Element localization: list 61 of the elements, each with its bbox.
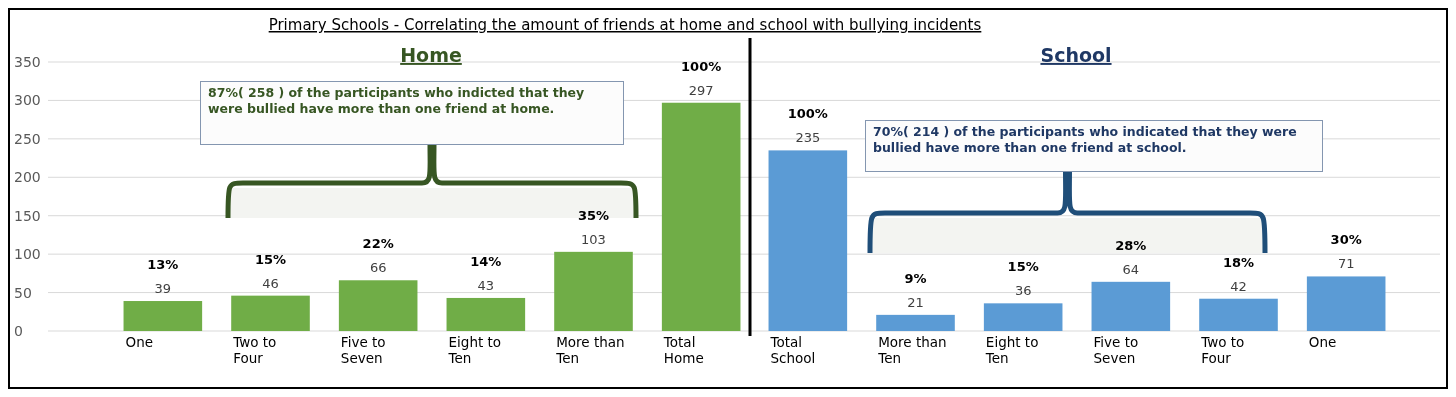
bar bbox=[661, 102, 741, 331]
annotation: 18% bbox=[1222, 254, 1255, 270]
data-label: 103 bbox=[581, 231, 606, 247]
annotation: 100% bbox=[681, 58, 722, 74]
annotation: 35% bbox=[577, 207, 610, 223]
callout-box: 87%( 258 ) of the participants who indicted that they were bullied have more than one friend at home. bbox=[200, 81, 624, 145]
annotation: 22% bbox=[362, 236, 394, 252]
bar bbox=[554, 251, 633, 331]
bar bbox=[338, 280, 418, 331]
bar bbox=[1091, 281, 1171, 331]
annotation: 15% bbox=[254, 251, 287, 267]
x-tick-label: Total School bbox=[769, 334, 816, 366]
y-tick-label: 350 bbox=[14, 54, 41, 70]
data-label: 43 bbox=[477, 277, 495, 293]
data-label: 66 bbox=[369, 260, 387, 276]
data-label: 297 bbox=[688, 82, 714, 98]
bar bbox=[446, 297, 526, 331]
bar bbox=[1306, 276, 1386, 331]
bar bbox=[123, 301, 203, 331]
x-tick-label: Eight to Ten bbox=[447, 334, 502, 366]
x-tick-label: More than Ten bbox=[877, 334, 947, 366]
data-label: 36 bbox=[1014, 283, 1032, 299]
y-tick-label: 150 bbox=[14, 207, 41, 224]
x-tick-label: One bbox=[1308, 334, 1337, 350]
x-tick-label: One bbox=[125, 334, 154, 350]
chart-title: Primary Schools - Correlating the amount of friends at home and school with bullying incidents bbox=[268, 16, 982, 34]
data-label: 42 bbox=[1230, 278, 1247, 294]
data-label: 235 bbox=[795, 130, 821, 146]
bar bbox=[983, 303, 1063, 331]
y-tick-label: 250 bbox=[14, 130, 41, 147]
data-label: 71 bbox=[1337, 256, 1355, 272]
data-label: 21 bbox=[907, 294, 924, 310]
bar bbox=[876, 314, 955, 331]
y-tick-label: 0 bbox=[14, 323, 23, 339]
bar bbox=[231, 295, 310, 331]
data-label: 39 bbox=[154, 281, 172, 297]
x-tick-label: Eight to Ten bbox=[984, 334, 1039, 366]
chart-subtitle: Home bbox=[400, 44, 462, 66]
chart-subtitle: School bbox=[1040, 44, 1112, 66]
x-tick-label: Two to Four bbox=[1200, 334, 1245, 366]
annotation: 100% bbox=[787, 106, 828, 122]
y-tick-label: 300 bbox=[14, 92, 41, 109]
x-tick-label: Five to Seven bbox=[340, 334, 386, 366]
x-tick-label: Total Home bbox=[662, 334, 704, 366]
data-label: 64 bbox=[1122, 261, 1140, 277]
annotation: 30% bbox=[1330, 232, 1362, 248]
annotation: 15% bbox=[1007, 259, 1039, 275]
y-tick-label: 200 bbox=[14, 169, 41, 186]
annotation: 9% bbox=[904, 270, 927, 286]
bar bbox=[768, 150, 848, 331]
x-tick-label: Two to Four bbox=[232, 334, 277, 366]
y-tick-label: 50 bbox=[14, 284, 32, 301]
data-label: 46 bbox=[262, 275, 279, 291]
x-tick-label: Five to Seven bbox=[1093, 334, 1139, 366]
callout-box: 70%( 214 ) of the participants who indicated that they were bullied have more than one friend at school. bbox=[865, 120, 1323, 172]
annotation: 13% bbox=[147, 257, 179, 273]
y-tick-label: 100 bbox=[14, 246, 41, 263]
annotation: 28% bbox=[1115, 237, 1147, 253]
annotation: 14% bbox=[470, 253, 502, 269]
x-tick-label: More than Ten bbox=[555, 334, 625, 366]
bar bbox=[1199, 298, 1278, 331]
